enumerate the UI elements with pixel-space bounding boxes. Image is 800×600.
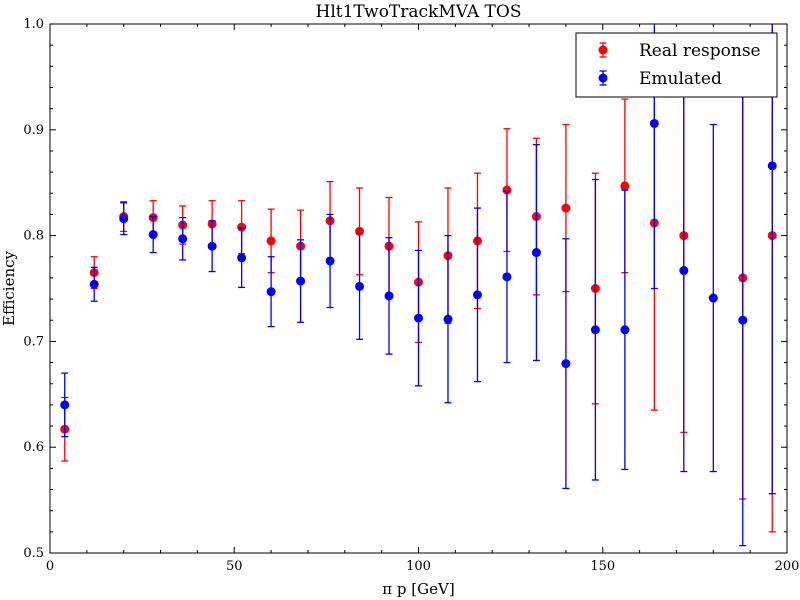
data-point <box>148 230 158 240</box>
series-emulated <box>60 24 777 547</box>
data-point <box>414 313 423 323</box>
data-point <box>266 287 276 297</box>
data-point <box>767 161 777 171</box>
data-point <box>620 325 630 335</box>
y-tick-label: 0.5 <box>23 546 44 561</box>
data-point <box>531 248 541 258</box>
data-point <box>207 241 217 251</box>
x-tick-label: 50 <box>226 559 243 574</box>
data-point <box>679 266 689 276</box>
data-point <box>620 181 630 191</box>
legend-marker <box>598 45 608 55</box>
chart-title: Hlt1TwoTrackMVA TOS <box>316 2 522 22</box>
data-point <box>355 281 365 291</box>
y-axis-label: Efficiency <box>0 250 18 326</box>
data-point <box>384 291 394 301</box>
plot-content <box>60 24 777 547</box>
data-point <box>237 253 247 263</box>
axis-ticks: 0 50 100 150 200 0.5 0.6 0.7 0.8 0.9 1.0 <box>23 17 799 574</box>
legend-marker <box>598 73 608 83</box>
data-point <box>443 314 453 324</box>
y-tick-label: 0.8 <box>23 229 44 244</box>
data-point <box>178 234 188 244</box>
data-point <box>89 279 99 289</box>
legend-label: Real response <box>639 41 761 61</box>
y-tick-label: 0.9 <box>23 123 44 138</box>
data-point <box>738 315 748 325</box>
data-point <box>472 290 482 300</box>
data-point <box>325 256 335 266</box>
data-point <box>708 293 718 303</box>
data-point <box>237 222 247 232</box>
legend-box <box>575 32 778 98</box>
data-point <box>502 185 512 195</box>
x-tick-label: 0 <box>46 559 54 574</box>
data-point <box>296 276 306 286</box>
data-point <box>561 203 571 213</box>
y-tick-label: 1.0 <box>23 17 44 32</box>
y-tick-label: 0.7 <box>23 334 44 349</box>
data-point <box>649 118 659 128</box>
data-point <box>119 214 129 224</box>
x-tick-label: 150 <box>590 559 615 574</box>
x-axis-label: π p [GeV] <box>382 580 454 598</box>
y-tick-label: 0.6 <box>23 440 44 455</box>
data-point <box>590 325 600 335</box>
data-point <box>266 236 276 246</box>
data-point <box>502 272 512 282</box>
x-tick-label: 200 <box>775 559 800 574</box>
legend-label: Emulated <box>639 69 722 89</box>
x-tick-label: 100 <box>406 559 431 574</box>
data-point <box>60 400 70 410</box>
data-point <box>561 359 571 369</box>
legend: Real response Emulated <box>575 32 778 98</box>
